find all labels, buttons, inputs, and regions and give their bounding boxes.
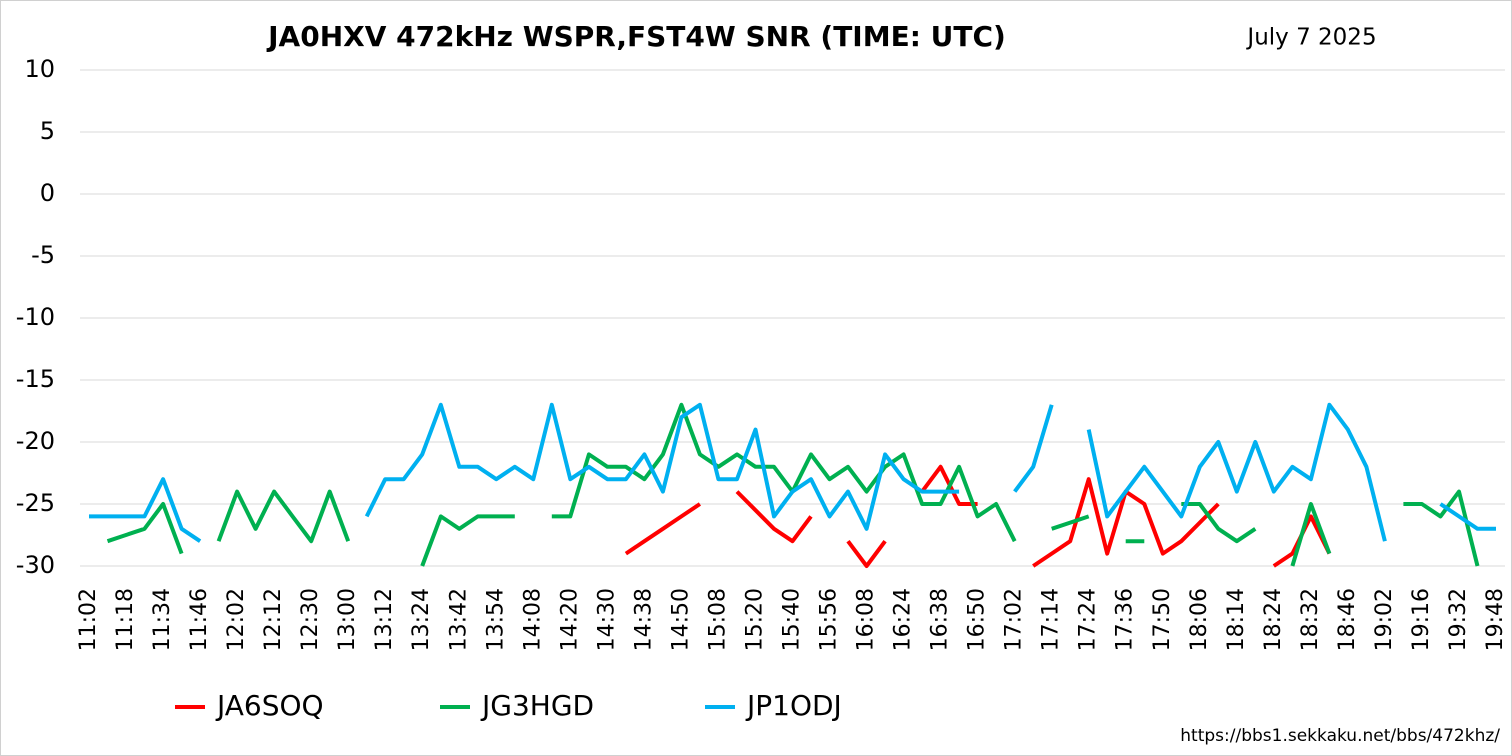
x-tick-label: 17:14 (1039, 588, 1064, 651)
x-tick-label: 12:02 (224, 588, 249, 651)
x-tick-label: 11:02 (76, 588, 101, 651)
y-tick-label: 5 (40, 117, 55, 145)
x-tick-label: 15:20 (742, 588, 767, 651)
x-tick-label: 15:40 (780, 588, 805, 651)
x-tick-label: 19:02 (1372, 588, 1397, 651)
x-tick-label: 16:24 (891, 588, 916, 651)
legend-label: JG3HGD (480, 689, 594, 722)
x-tick-label: 17:50 (1150, 588, 1175, 651)
y-tick-label: 10 (24, 55, 55, 83)
x-tick-label: 15:56 (817, 588, 842, 651)
x-tick-label: 14:50 (668, 588, 693, 651)
x-tick-label: 12:30 (298, 588, 323, 651)
x-tick-label: 11:46 (187, 588, 212, 651)
x-tick-label: 14:30 (594, 588, 619, 651)
x-tick-label: 16:50 (965, 588, 990, 651)
x-tick-label: 18:06 (1187, 588, 1212, 651)
legend-label: JA6SOQ (215, 689, 324, 722)
x-tick-label: 11:34 (150, 588, 175, 651)
y-tick-label: -30 (16, 551, 55, 579)
x-tick-label: 19:16 (1409, 588, 1434, 651)
x-tick-label: 17:24 (1076, 588, 1101, 651)
y-tick-label: -5 (31, 241, 55, 269)
x-tick-label: 18:32 (1298, 588, 1323, 651)
x-tick-label: 13:24 (409, 588, 434, 651)
x-tick-label: 14:38 (631, 588, 656, 651)
x-tick-label: 18:46 (1335, 588, 1360, 651)
x-tick-label: 13:54 (483, 588, 508, 651)
x-tick-label: 16:08 (854, 588, 879, 651)
y-tick-label: -20 (16, 427, 55, 455)
x-tick-label: 14:20 (557, 588, 582, 651)
x-tick-label: 17:36 (1113, 588, 1138, 651)
x-tick-label: 19:32 (1446, 588, 1471, 651)
x-tick-label: 13:12 (372, 588, 397, 651)
y-tick-label: -15 (16, 365, 55, 393)
y-tick-label: -25 (16, 489, 55, 517)
x-tick-label: 19:48 (1483, 588, 1508, 651)
series-line (106, 402, 1480, 567)
y-tick-label: 0 (40, 179, 55, 207)
legend-label: JP1ODJ (745, 689, 842, 722)
y-tick-label: -10 (16, 303, 55, 331)
x-tick-label: 13:42 (446, 588, 471, 651)
x-tick-label: 16:38 (928, 588, 953, 651)
date-annotation: July 7 2025 (1245, 25, 1376, 51)
chart-title: JA0HXV 472kHz WSPR,FST4W SNR (TIME: UTC) (266, 20, 1006, 53)
x-tick-label: 12:12 (261, 588, 286, 651)
x-tick-label: 15:08 (705, 588, 730, 651)
x-tick-label: 11:18 (113, 588, 138, 651)
x-tick-label: 18:24 (1261, 588, 1286, 651)
series-line (89, 402, 1496, 543)
x-tick-label: 13:00 (335, 588, 360, 651)
x-tick-label: 18:14 (1224, 588, 1249, 651)
x-tick-label: 14:08 (520, 588, 545, 651)
x-tick-label: 17:02 (1002, 588, 1027, 651)
url-annotation: https://bbs1.sekkaku.net/bbs/472khz/ (1180, 726, 1500, 746)
